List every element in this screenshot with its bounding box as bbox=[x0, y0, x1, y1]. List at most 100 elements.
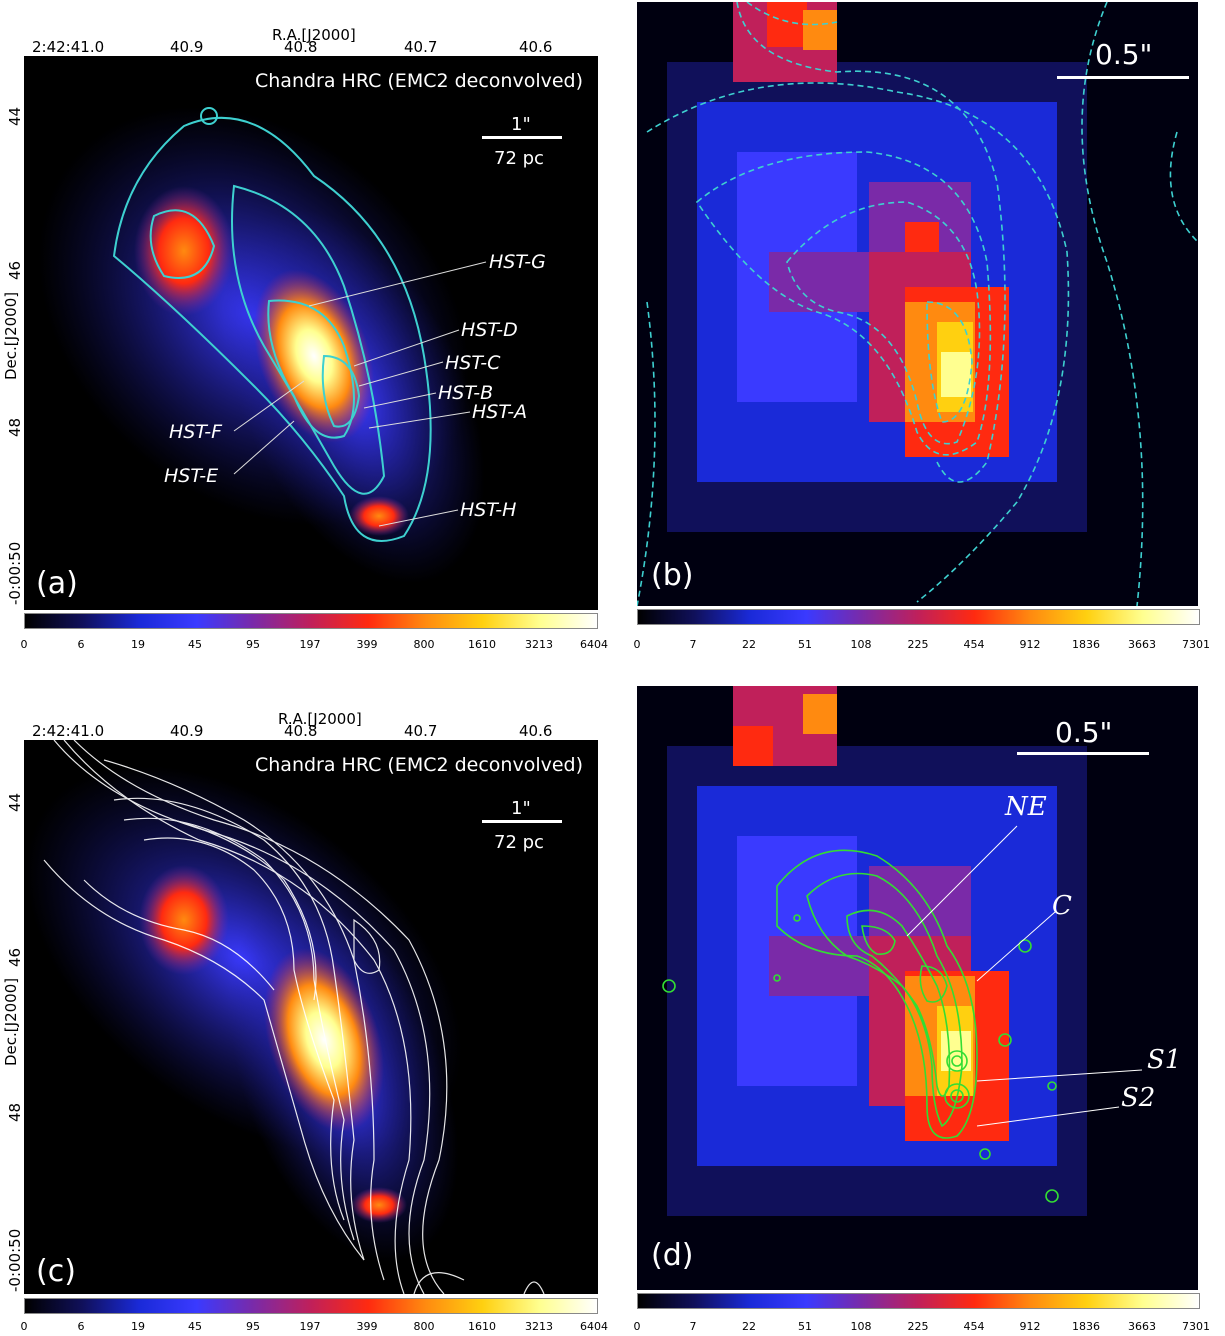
scale-label-d: 0.5" bbox=[1055, 716, 1113, 749]
colorbar-tick-b-3: 51 bbox=[798, 638, 812, 651]
colorbar-tick-b-4: 108 bbox=[850, 638, 872, 651]
contours-c bbox=[43, 740, 545, 1294]
colorbar-b bbox=[637, 609, 1200, 625]
scale-label-b: 0.5" bbox=[1095, 38, 1153, 71]
colorbar-tick-a-7: 800 bbox=[413, 638, 435, 651]
colorbar-tick-b-8: 1836 bbox=[1072, 638, 1100, 651]
colorbar-tick-b-0: 0 bbox=[633, 638, 641, 651]
dec-axis-label-a: Dec.[J2000] bbox=[2, 291, 20, 380]
colorbar-tick-b-7: 912 bbox=[1019, 638, 1041, 651]
annotation-hst-e: HST-E bbox=[164, 465, 219, 487]
colorbar-tick-d-3: 51 bbox=[798, 1320, 812, 1333]
panel-tag-c: (c) bbox=[36, 1254, 76, 1289]
ra-axis-label-c: R.A.[J2000] bbox=[278, 710, 362, 728]
annotation-s1: S1 bbox=[1147, 1045, 1182, 1075]
colorbar-tick-d-4: 108 bbox=[850, 1320, 872, 1333]
colorbar-tick-c-6: 399 bbox=[356, 1320, 378, 1333]
colorbar-tick-a-3: 45 bbox=[188, 638, 202, 651]
ra-tick-c-3: 40.7 bbox=[404, 722, 438, 740]
colorbar-tick-a-1: 6 bbox=[77, 638, 85, 651]
ra-tick-a-0: 2:42:41.0 bbox=[32, 38, 105, 56]
dec-tick-a-1: 46 bbox=[6, 260, 24, 280]
annotation-s2: S2 bbox=[1121, 1083, 1156, 1113]
ra-axis-label-a: R.A.[J2000] bbox=[272, 26, 356, 44]
colorbar-tick-c-10: 6404 bbox=[580, 1320, 608, 1333]
contours-b bbox=[637, 2, 1198, 606]
colorbar-tick-b-2: 22 bbox=[742, 638, 756, 651]
colorbar-tick-c-9: 3213 bbox=[525, 1320, 553, 1333]
colorbar-tick-c-5: 197 bbox=[299, 1320, 321, 1333]
ra-tick-a-2: 40.8 bbox=[284, 38, 318, 56]
dec-tick-c-2: 48 bbox=[6, 1102, 24, 1122]
panel-tag-b: (b) bbox=[651, 558, 694, 593]
dec-tick-c-0: 44 bbox=[6, 792, 24, 812]
colorbar-tick-b-10: 7301 bbox=[1182, 638, 1210, 651]
colorbar-tick-b-6: 454 bbox=[963, 638, 985, 651]
scale-label-arcsec-a: 1" bbox=[511, 114, 531, 135]
colorbar-tick-a-9: 3213 bbox=[525, 638, 553, 651]
colorbar-tick-b-5: 225 bbox=[907, 638, 929, 651]
ra-tick-c-2: 40.8 bbox=[284, 722, 318, 740]
colorbar-a bbox=[24, 613, 598, 629]
xray-image-c bbox=[26, 740, 545, 1294]
colorbar-tick-a-4: 95 bbox=[246, 638, 260, 651]
ra-tick-c-1: 40.9 bbox=[170, 722, 204, 740]
scale-label-pc-c: 72 pc bbox=[494, 832, 544, 853]
colorbar-tick-d-6: 454 bbox=[963, 1320, 985, 1333]
annotation-hst-c: HST-C bbox=[445, 352, 501, 374]
ra-tick-c-0: 2:42:41.0 bbox=[32, 722, 105, 740]
annotation-hst-d: HST-D bbox=[461, 319, 518, 341]
colorbar-tick-c-2: 19 bbox=[131, 1320, 145, 1333]
pixel-grid-b bbox=[637, 2, 1198, 606]
scale-bar-b bbox=[1057, 76, 1189, 79]
ra-tick-a-1: 40.9 bbox=[170, 38, 204, 56]
panel-title-a: Chandra HRC (EMC2 deconvolved) bbox=[255, 70, 584, 92]
scale-bar-d bbox=[1017, 752, 1149, 755]
colorbar-tick-a-6: 399 bbox=[356, 638, 378, 651]
scale-bar-c bbox=[482, 820, 562, 823]
colorbar-tick-d-1: 7 bbox=[689, 1320, 697, 1333]
annotation-leaders-d bbox=[906, 825, 1143, 1127]
colorbar-tick-a-5: 197 bbox=[299, 638, 321, 651]
colorbar-tick-c-3: 45 bbox=[188, 1320, 202, 1333]
dec-tick-c-3: -0:00:50 bbox=[6, 1228, 24, 1292]
dec-tick-a-3: -0:00:50 bbox=[6, 541, 24, 605]
colorbar-tick-a-10: 6404 bbox=[580, 638, 608, 651]
xray-image-b bbox=[637, 2, 1198, 606]
colorbar-tick-b-1: 7 bbox=[689, 638, 697, 651]
image-panel-a: Chandra HRC (EMC2 deconvolved) 1" 72 pc … bbox=[24, 56, 598, 610]
colorbar-tick-c-8: 1610 bbox=[468, 1320, 496, 1333]
colorbar-tick-c-1: 6 bbox=[77, 1320, 85, 1333]
panel-title-c: Chandra HRC (EMC2 deconvolved) bbox=[255, 754, 584, 776]
annotation-hst-f: HST-F bbox=[169, 421, 223, 443]
dec-axis-label-c: Dec.[J2000] bbox=[2, 977, 20, 1066]
colorbar-tick-c-7: 800 bbox=[413, 1320, 435, 1333]
annotation-hst-h: HST-H bbox=[460, 499, 517, 521]
colorbar-tick-a-2: 19 bbox=[131, 638, 145, 651]
image-panel-c: Chandra HRC (EMC2 deconvolved) 1" 72 pc … bbox=[24, 740, 598, 1294]
colorbar-tick-a-0: 0 bbox=[20, 638, 28, 651]
ra-tick-c-4: 40.6 bbox=[519, 722, 553, 740]
colorbar-tick-c-0: 0 bbox=[20, 1320, 28, 1333]
colorbar-tick-d-9: 3663 bbox=[1128, 1320, 1156, 1333]
colorbar-tick-d-8: 1836 bbox=[1072, 1320, 1100, 1333]
dec-tick-a-2: 48 bbox=[6, 417, 24, 437]
colorbar-tick-a-8: 1610 bbox=[468, 638, 496, 651]
panel-tag-a: (a) bbox=[36, 566, 78, 601]
panel-tag-d: (d) bbox=[651, 1238, 694, 1273]
colorbar-tick-d-10: 7301 bbox=[1182, 1320, 1210, 1333]
ra-tick-a-4: 40.6 bbox=[519, 38, 553, 56]
annotation-ne: NE bbox=[1005, 792, 1047, 822]
colorbar-tick-c-4: 95 bbox=[246, 1320, 260, 1333]
colorbar-tick-d-2: 22 bbox=[742, 1320, 756, 1333]
annotation-c: C bbox=[1052, 891, 1072, 921]
colorbar-c bbox=[24, 1298, 598, 1314]
colorbar-d bbox=[637, 1293, 1200, 1309]
scale-label-pc-a: 72 pc bbox=[494, 148, 544, 169]
ra-tick-a-3: 40.7 bbox=[404, 38, 438, 56]
dec-tick-a-0: 44 bbox=[6, 106, 24, 126]
image-panel-d: 0.5" NE C S1 S2 (d) bbox=[637, 686, 1198, 1290]
colorbar-tick-d-5: 225 bbox=[907, 1320, 929, 1333]
image-panel-b: 0.5" (b) bbox=[637, 2, 1198, 606]
annotation-hst-g: HST-G bbox=[489, 251, 546, 273]
